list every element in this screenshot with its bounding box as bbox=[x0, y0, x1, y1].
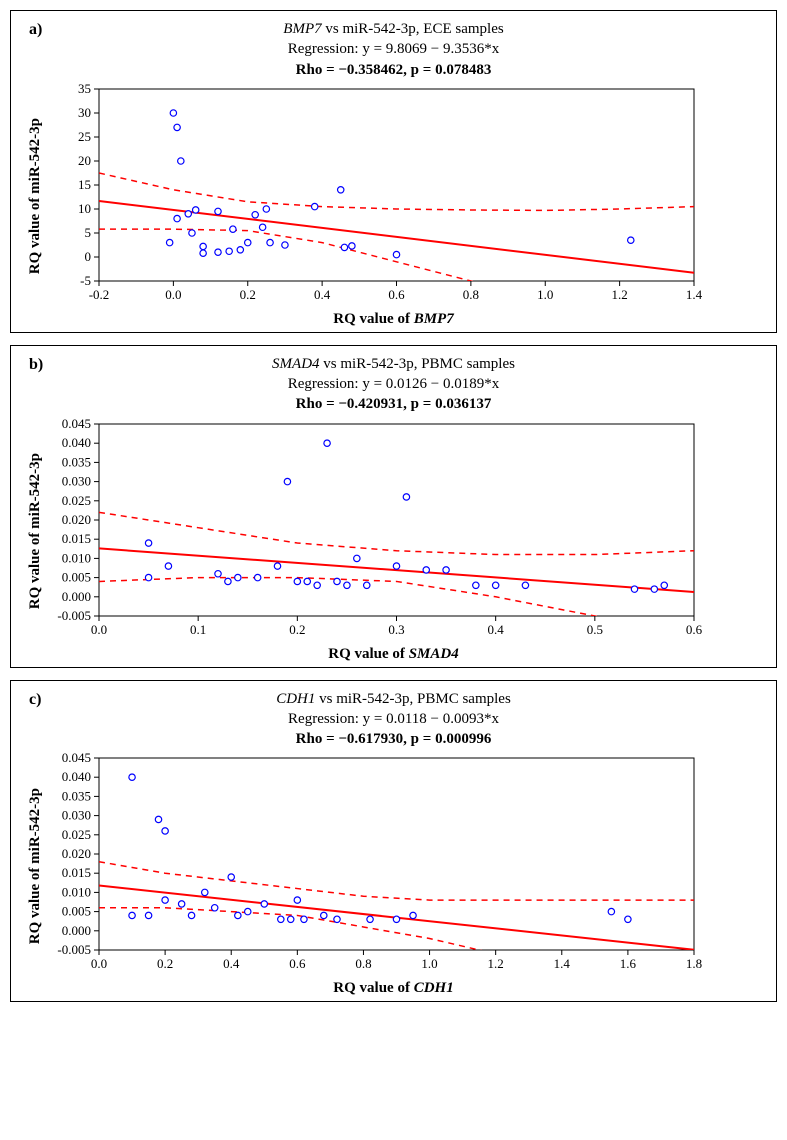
svg-text:25: 25 bbox=[78, 129, 91, 144]
svg-text:0.3: 0.3 bbox=[388, 622, 404, 637]
title-line1: SMAD4 vs miR-542-3p, PBMC samples bbox=[23, 354, 764, 374]
svg-text:0.040: 0.040 bbox=[62, 769, 91, 784]
title-line2: Regression: y = 0.0126 − 0.0189*x bbox=[23, 374, 764, 394]
svg-text:0.2: 0.2 bbox=[289, 622, 305, 637]
title-line3: Rho = −0.358462, p = 0.078483 bbox=[23, 60, 764, 80]
svg-text:0.0: 0.0 bbox=[91, 622, 107, 637]
y-axis-label: RQ value of miR-542-3p bbox=[23, 788, 44, 944]
svg-text:0.0: 0.0 bbox=[91, 956, 107, 971]
chart-wrap: RQ value of miR-542-3p -0.2 0.0 0.2 0.4 0.6 0.… bbox=[23, 84, 764, 309]
svg-text:-5: -5 bbox=[80, 273, 91, 288]
svg-text:0.030: 0.030 bbox=[62, 473, 91, 488]
chart-wrap: RQ value of miR-542-3p 0.0 0.1 0.2 0.3 0.4 0.5… bbox=[23, 419, 764, 644]
chart-panel: b)SMAD4 vs miR-542-3p, PBMC samplesRegre… bbox=[10, 345, 777, 668]
svg-text:1.6: 1.6 bbox=[620, 956, 637, 971]
panel-label: a) bbox=[29, 21, 42, 39]
svg-text:0.1: 0.1 bbox=[190, 622, 206, 637]
x-axis-label: RQ value of SMAD4 bbox=[23, 646, 764, 663]
svg-text:1.2: 1.2 bbox=[488, 956, 504, 971]
svg-text:0.025: 0.025 bbox=[62, 492, 91, 507]
svg-text:0.015: 0.015 bbox=[62, 865, 91, 880]
svg-text:15: 15 bbox=[78, 177, 91, 192]
svg-text:35: 35 bbox=[78, 84, 91, 96]
svg-text:-0.005: -0.005 bbox=[57, 608, 91, 623]
svg-text:0.6: 0.6 bbox=[686, 622, 703, 637]
svg-text:5: 5 bbox=[85, 225, 92, 240]
svg-text:0.000: 0.000 bbox=[62, 588, 91, 603]
svg-text:0.005: 0.005 bbox=[62, 569, 91, 584]
svg-text:0.035: 0.035 bbox=[62, 454, 91, 469]
svg-text:0.4: 0.4 bbox=[223, 956, 240, 971]
svg-text:1.4: 1.4 bbox=[554, 956, 571, 971]
svg-text:0.020: 0.020 bbox=[62, 846, 91, 861]
svg-text:-0.2: -0.2 bbox=[89, 287, 110, 302]
title-line1: CDH1 vs miR-542-3p, PBMC samples bbox=[23, 689, 764, 709]
svg-text:20: 20 bbox=[78, 153, 91, 168]
svg-text:0.015: 0.015 bbox=[62, 531, 91, 546]
title-line3: Rho = −0.617930, p = 0.000996 bbox=[23, 729, 764, 749]
svg-text:0.4: 0.4 bbox=[488, 622, 505, 637]
svg-text:0.2: 0.2 bbox=[157, 956, 173, 971]
chart-wrap: RQ value of miR-542-3p 0.0 0.2 0.4 0.6 0.8 1.0… bbox=[23, 753, 764, 978]
chart-titles: SMAD4 vs miR-542-3p, PBMC samplesRegress… bbox=[23, 354, 764, 415]
title-line1: BMP7 vs miR-542-3p, ECE samples bbox=[23, 19, 764, 39]
title-line2: Regression: y = 0.0118 − 0.0093*x bbox=[23, 709, 764, 729]
chart-panel: a)BMP7 vs miR-542-3p, ECE samplesRegress… bbox=[10, 10, 777, 333]
svg-text:0.010: 0.010 bbox=[62, 550, 91, 565]
svg-text:1.4: 1.4 bbox=[686, 287, 703, 302]
scatter-chart: -0.2 0.0 0.2 0.4 0.6 0.8 1.0 1.2 1.4 -5 0 5 10 15 20 25… bbox=[44, 84, 704, 309]
chart-titles: BMP7 vs miR-542-3p, ECE samplesRegressio… bbox=[23, 19, 764, 80]
svg-text:0.8: 0.8 bbox=[355, 956, 371, 971]
svg-text:0.035: 0.035 bbox=[62, 789, 91, 804]
svg-text:0.4: 0.4 bbox=[314, 287, 331, 302]
svg-text:1.0: 1.0 bbox=[537, 287, 553, 302]
svg-text:1.8: 1.8 bbox=[686, 956, 702, 971]
y-axis-label: RQ value of miR-542-3p bbox=[23, 453, 44, 609]
scatter-chart: 0.0 0.1 0.2 0.3 0.4 0.5 0.6 -0.005 0.000 0.005 0.0… bbox=[44, 419, 704, 644]
title-line2: Regression: y = 9.8069 − 9.3536*x bbox=[23, 39, 764, 59]
svg-text:0.6: 0.6 bbox=[388, 287, 405, 302]
panel-label: b) bbox=[29, 356, 43, 374]
svg-text:0.0: 0.0 bbox=[165, 287, 181, 302]
svg-text:0.8: 0.8 bbox=[463, 287, 479, 302]
svg-text:0.6: 0.6 bbox=[289, 956, 306, 971]
svg-text:1.2: 1.2 bbox=[612, 287, 628, 302]
svg-text:0.045: 0.045 bbox=[62, 753, 91, 765]
svg-text:0.010: 0.010 bbox=[62, 885, 91, 900]
x-axis-label: RQ value of CDH1 bbox=[23, 980, 764, 997]
svg-text:0.025: 0.025 bbox=[62, 827, 91, 842]
chart-panel: c)CDH1 vs miR-542-3p, PBMC samplesRegres… bbox=[10, 680, 777, 1003]
svg-text:0.2: 0.2 bbox=[240, 287, 256, 302]
svg-text:-0.005: -0.005 bbox=[57, 942, 91, 957]
svg-text:0: 0 bbox=[85, 249, 92, 264]
svg-text:0.040: 0.040 bbox=[62, 435, 91, 450]
scatter-chart: 0.0 0.2 0.4 0.6 0.8 1.0 1.2 1.4 1.6 1.8 -0.005 0.00… bbox=[44, 753, 704, 978]
svg-text:1.0: 1.0 bbox=[421, 956, 437, 971]
chart-titles: CDH1 vs miR-542-3p, PBMC samplesRegressi… bbox=[23, 689, 764, 750]
y-axis-label: RQ value of miR-542-3p bbox=[23, 118, 44, 274]
x-axis-label: RQ value of BMP7 bbox=[23, 311, 764, 328]
svg-text:0.030: 0.030 bbox=[62, 808, 91, 823]
svg-text:10: 10 bbox=[78, 201, 91, 216]
svg-text:0.5: 0.5 bbox=[587, 622, 603, 637]
svg-text:0.020: 0.020 bbox=[62, 512, 91, 527]
svg-text:0.045: 0.045 bbox=[62, 419, 91, 431]
title-line3: Rho = −0.420931, p = 0.036137 bbox=[23, 394, 764, 414]
svg-text:30: 30 bbox=[78, 105, 91, 120]
svg-text:0.000: 0.000 bbox=[62, 923, 91, 938]
panel-label: c) bbox=[29, 691, 41, 709]
svg-text:0.005: 0.005 bbox=[62, 904, 91, 919]
